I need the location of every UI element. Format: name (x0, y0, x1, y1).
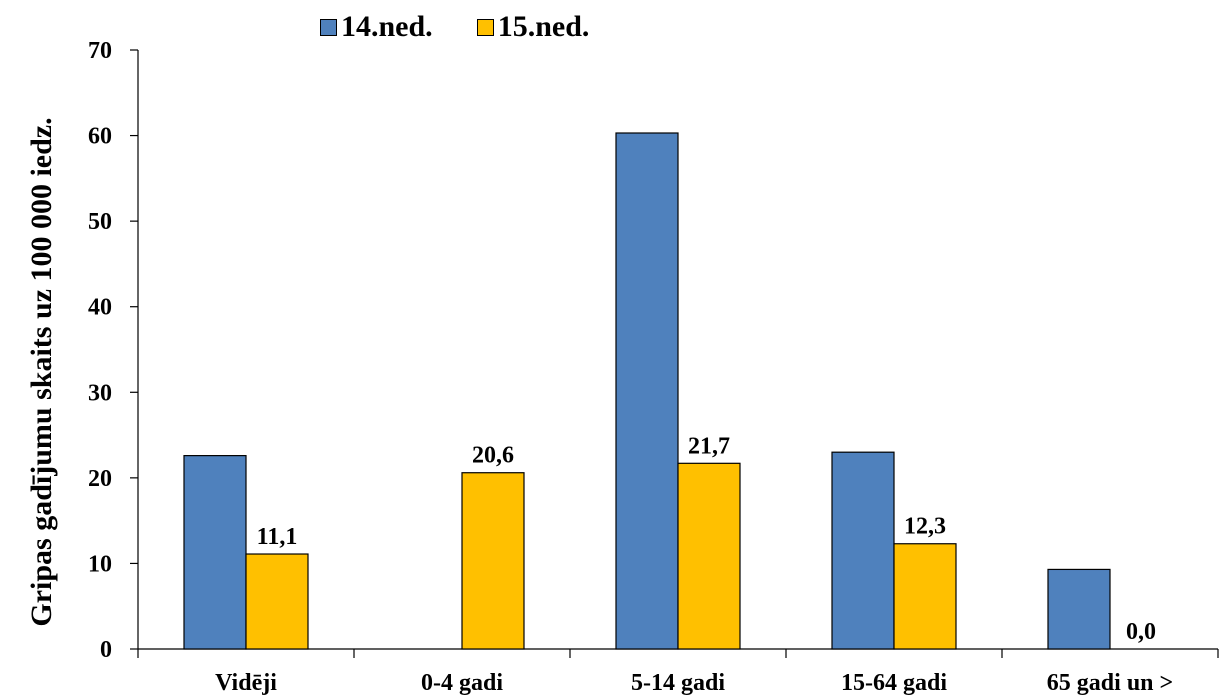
y-tick-label: 70 (88, 38, 112, 64)
x-tick-label: 65 gadi un > (1047, 670, 1173, 696)
legend-item-series-1: 14.ned. (320, 10, 433, 44)
y-axis-label: Gripas gadījumu skaits uz 100 000 iedz. (25, 117, 58, 627)
x-tick-label: Vidēji (215, 670, 277, 696)
legend-swatch-series-1 (320, 18, 337, 36)
bar-series-1 (831, 451, 895, 650)
y-tick-label: 30 (88, 380, 112, 406)
x-tick-label: 0-4 gadi (421, 670, 503, 696)
data-label-series-2: 0,0 (1126, 619, 1156, 645)
bar-series-1 (183, 455, 247, 650)
bar-series-2 (677, 462, 741, 650)
data-label-series-2: 20,6 (472, 443, 514, 469)
x-tick-label: 15-64 gadi (841, 670, 947, 696)
y-tick-label: 50 (88, 209, 112, 235)
y-tick-label: 20 (88, 466, 112, 492)
bar-series-2 (461, 472, 525, 650)
y-tick-label: 40 (88, 295, 112, 321)
bar-series-1 (615, 132, 679, 650)
y-tick-label: 10 (88, 551, 112, 577)
data-label-series-2: 11,1 (257, 524, 298, 550)
legend-label-series-1: 14.ned. (341, 10, 433, 43)
legend-item-series-2: 15.ned. (476, 10, 590, 44)
bar-series-2 (893, 543, 957, 650)
x-tick-label: 5-14 gadi (631, 670, 725, 696)
data-label-series-2: 21,7 (688, 433, 730, 459)
legend: 14.ned. 15.ned. (320, 10, 633, 44)
bar-series-2 (245, 553, 309, 650)
y-tick-label: 60 (88, 124, 112, 150)
data-label-series-2: 12,3 (904, 514, 946, 540)
legend-label-series-2: 15.ned. (497, 10, 590, 43)
bar-series-1 (1047, 568, 1111, 650)
legend-swatch-series-2 (476, 18, 494, 36)
y-tick-label: 0 (100, 637, 112, 663)
